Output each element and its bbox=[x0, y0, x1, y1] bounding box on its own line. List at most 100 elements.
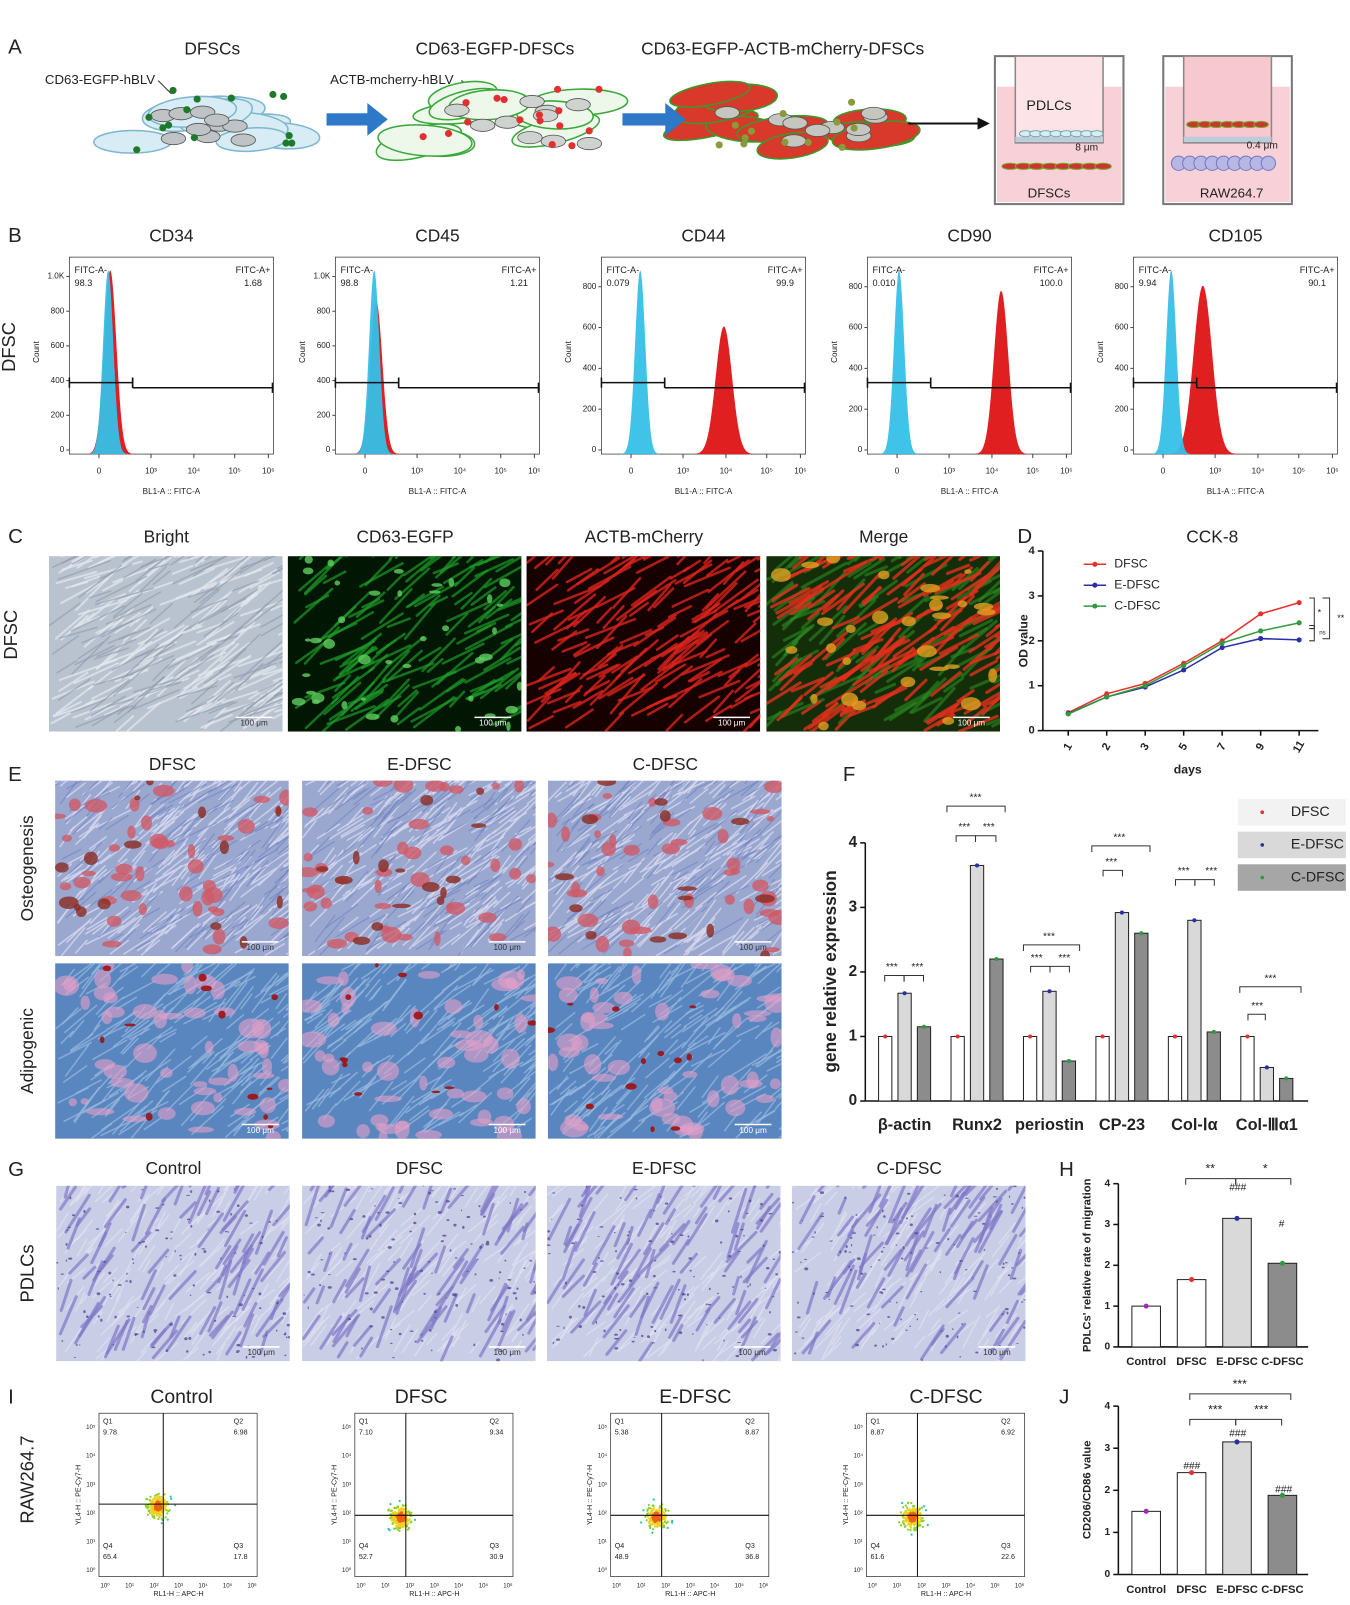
blob bbox=[321, 1212, 325, 1213]
blob bbox=[85, 799, 107, 812]
blob bbox=[956, 1195, 959, 1198]
blob bbox=[996, 1188, 998, 1191]
blob bbox=[728, 1255, 731, 1257]
blob bbox=[127, 826, 135, 839]
blob bbox=[679, 1331, 682, 1334]
gate-label: FITC-A- bbox=[607, 265, 640, 275]
blob bbox=[66, 1260, 67, 1262]
blob bbox=[72, 1214, 75, 1216]
blob bbox=[747, 1285, 749, 1287]
blob bbox=[1012, 1278, 1016, 1280]
blob bbox=[236, 1351, 239, 1353]
blob bbox=[920, 1291, 922, 1292]
blob bbox=[513, 1292, 517, 1294]
blob bbox=[429, 1329, 432, 1332]
blob bbox=[232, 1316, 236, 1317]
gate-value: 1.21 bbox=[510, 278, 528, 288]
blob bbox=[60, 882, 71, 890]
fiber bbox=[535, 1296, 543, 1315]
blob bbox=[160, 1068, 173, 1078]
blob bbox=[179, 886, 193, 901]
fiber bbox=[780, 780, 812, 795]
fiber bbox=[304, 1165, 320, 1186]
stage-title: CD63-EGFP-DFSCs bbox=[415, 39, 574, 59]
blob bbox=[556, 976, 582, 990]
blob bbox=[957, 1335, 959, 1338]
fiber bbox=[793, 1170, 802, 1188]
blob bbox=[349, 1218, 353, 1220]
micrograph bbox=[544, 939, 807, 1140]
blob bbox=[944, 664, 959, 669]
blob bbox=[371, 922, 383, 931]
blob bbox=[597, 778, 616, 786]
blob bbox=[226, 1296, 228, 1298]
blob bbox=[855, 1344, 859, 1347]
x-tick-label: 10³ bbox=[1209, 467, 1221, 476]
blob bbox=[145, 1245, 147, 1247]
x-tick-label: 10⁶ bbox=[1326, 467, 1338, 476]
blob bbox=[435, 1201, 438, 1203]
blob bbox=[216, 1211, 220, 1213]
blob bbox=[1016, 1343, 1018, 1344]
column-title: ACTB-mCherry bbox=[585, 526, 704, 546]
blob bbox=[82, 871, 96, 876]
blob bbox=[448, 578, 454, 587]
blob bbox=[682, 1293, 685, 1296]
blob bbox=[207, 1292, 211, 1293]
transwell-label: DFSCs bbox=[1028, 185, 1071, 200]
blob bbox=[615, 1250, 617, 1252]
blob bbox=[187, 1218, 190, 1220]
scale-bar-label: 100 μm bbox=[493, 1348, 521, 1357]
fiber bbox=[209, 1169, 226, 1186]
blob bbox=[873, 1235, 876, 1236]
event-dot bbox=[157, 1518, 159, 1520]
blob bbox=[365, 1292, 369, 1294]
vesicle bbox=[228, 95, 235, 102]
blob bbox=[209, 1199, 211, 1202]
blob bbox=[614, 1232, 616, 1233]
blob bbox=[900, 1318, 902, 1320]
blob bbox=[425, 780, 445, 791]
blob bbox=[614, 1287, 616, 1290]
blob bbox=[569, 1316, 572, 1319]
panel-label: G bbox=[8, 1159, 24, 1181]
vesicle bbox=[780, 110, 787, 117]
blob bbox=[398, 1198, 399, 1199]
vesicle bbox=[169, 87, 176, 94]
blob bbox=[83, 1310, 86, 1313]
blob bbox=[338, 971, 349, 986]
y-tick-label: 200 bbox=[583, 404, 597, 413]
blob bbox=[603, 793, 612, 799]
panel-label: E bbox=[8, 764, 22, 786]
blob bbox=[429, 1108, 453, 1119]
blob bbox=[634, 1189, 638, 1190]
blob bbox=[1018, 1252, 1019, 1254]
blob bbox=[162, 1204, 165, 1205]
blob bbox=[977, 609, 996, 616]
fiber bbox=[780, 1100, 807, 1129]
blob bbox=[617, 1301, 620, 1302]
blob bbox=[366, 714, 380, 720]
blob bbox=[517, 969, 525, 980]
blob bbox=[1023, 1299, 1026, 1300]
blob bbox=[86, 1315, 89, 1318]
blob bbox=[302, 807, 318, 817]
blob bbox=[623, 947, 632, 959]
blob bbox=[771, 1027, 783, 1047]
x-tick-label: 10⁵ bbox=[761, 467, 773, 476]
blob bbox=[883, 1215, 886, 1218]
blob bbox=[870, 1266, 872, 1267]
blob bbox=[139, 903, 147, 915]
blob bbox=[917, 1318, 918, 1320]
blob bbox=[385, 1211, 389, 1214]
blob bbox=[315, 1217, 318, 1218]
blob bbox=[940, 1271, 941, 1273]
blob bbox=[362, 1061, 373, 1072]
blob bbox=[331, 1190, 334, 1192]
blob bbox=[860, 1273, 863, 1275]
blob bbox=[86, 1108, 114, 1115]
blob bbox=[462, 1226, 464, 1229]
blob bbox=[470, 1243, 473, 1244]
blob bbox=[409, 1231, 412, 1233]
blob bbox=[619, 939, 634, 946]
